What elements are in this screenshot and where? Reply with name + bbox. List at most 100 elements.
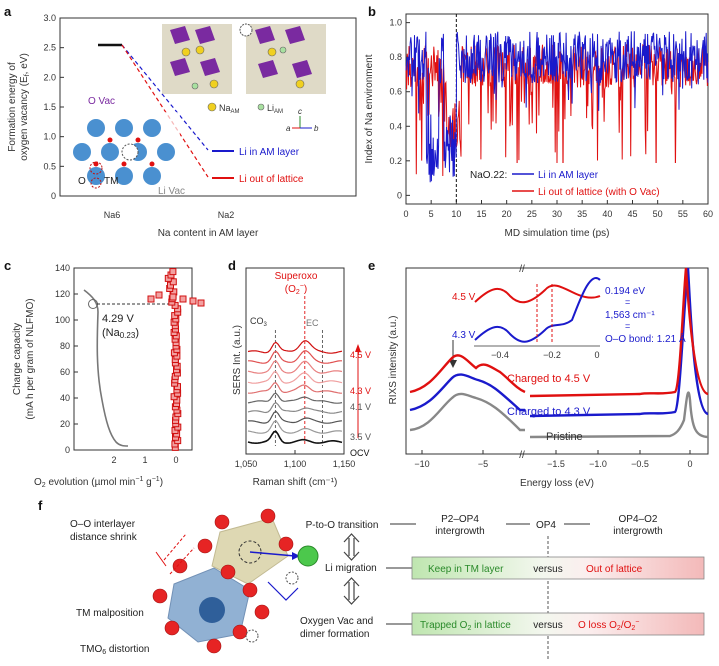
f-flow-op4-o2: OP4–O2 <box>619 514 658 525</box>
panel-a-xtick-na6: Na6 <box>104 210 121 220</box>
panel-b-ytick-label: 1.0 <box>389 18 402 28</box>
panel-a-lattice-illustration <box>72 112 180 190</box>
panel-e-label: e <box>368 258 375 273</box>
panel-e-label-45: Charged to 4.5 V <box>507 373 591 385</box>
panel-e-frame <box>405 267 709 455</box>
panel-a-ytick-label: 3.0 <box>43 13 56 23</box>
panel-b-ytick-label: 0.8 <box>389 52 402 62</box>
panel-e-ylabel: RIXS intensity (a.u.) <box>388 316 399 405</box>
panel-c-annotation-2: (Na0.23) <box>102 327 139 340</box>
axis-a-label: a <box>286 124 291 133</box>
panel-b-xlabel: MD simulation time (ps) <box>504 228 609 239</box>
panel-c-annotation-1: 4.29 V <box>102 313 134 325</box>
panel-e-arrow-head <box>449 360 457 368</box>
f-trapped-o2: Trapped O2 in lattice <box>420 620 511 632</box>
panel-b-label: b <box>368 4 376 19</box>
f-keep-in-tm: Keep in TM layer <box>428 564 504 575</box>
panel-b-series-blue <box>405 31 709 183</box>
f-label-oo-1: O–O interlayer <box>70 519 136 530</box>
f-flow-intergrowth-1: intergrowth <box>435 526 484 537</box>
f-double-arrow-1 <box>343 533 360 561</box>
panel-e-x-ticks: −10 −5 −1.5 −1.0 −0.5 0 <box>414 450 693 469</box>
inset-cm: 1,563 cm⁻¹ <box>605 310 655 321</box>
panel-e-break-bottom: // <box>519 450 525 461</box>
panel-e-pristine-right <box>529 391 709 439</box>
panel-d-xtick-label: 1,100 <box>284 459 307 469</box>
f-li-arrow-head <box>292 552 300 560</box>
inset-label-45: 4.5 V <box>452 292 476 303</box>
panel-b-chart: 0 0.2 0.4 0.6 0.8 1.0 0 5 10 15 20 25 30 35 40 45 50 55 6… <box>364 13 713 239</box>
panel-c-ytick-label: 120 <box>55 289 70 299</box>
panel-b-legend-red: Li out of lattice (with O Vac) <box>538 187 660 198</box>
panel-d-spectrum <box>247 401 343 414</box>
panel-e-43-left <box>409 373 525 412</box>
panel-e-xtick-label: −0.5 <box>631 459 649 469</box>
panel-c-scatter <box>147 268 205 451</box>
f-oxygen-bar <box>411 612 705 636</box>
panel-d-spectrum <box>247 371 343 384</box>
panel-c-frame <box>73 267 193 451</box>
panel-b-ytick-label: 0.6 <box>389 87 402 97</box>
panel-a-xtick-na2: Na2 <box>218 210 235 220</box>
panel-a-li-am-label: LiAM <box>267 103 283 115</box>
f-oxygen-atoms <box>152 508 294 654</box>
inset-ev: 0.194 eV <box>605 286 645 297</box>
f-o-vac-2 <box>245 629 259 643</box>
panel-d-xtick-label: 1,150 <box>333 459 356 469</box>
panel-c-ytick-label: 100 <box>55 315 70 325</box>
panel-a-dashed-red <box>121 44 209 178</box>
panel-a-ytick-label: 1.0 <box>43 132 56 142</box>
panel-d-ocv: OCV <box>350 448 370 458</box>
panel-f-illustration <box>152 508 319 654</box>
f-double-arrow-2 <box>343 577 360 605</box>
f-out-of-lattice: Out of lattice <box>586 564 643 575</box>
panel-a-ytick-label: 0.5 <box>43 161 56 171</box>
inset-xtick-3: 0 <box>594 350 599 360</box>
panel-b-xtick-label: 5 <box>429 209 434 219</box>
panel-c-xlabel: O2 evolution (µmol min−1 g−1) <box>34 476 163 489</box>
panel-b-y-ticks: 0 0.2 0.4 0.6 0.8 1.0 <box>389 18 410 200</box>
f-flow-op4: OP4 <box>536 520 556 531</box>
panel-e-xtick-label: −1.0 <box>589 459 607 469</box>
panel-a-dashed-blue <box>121 44 209 151</box>
inset-45-curve <box>474 284 601 304</box>
inset-xtick-2: −0.2 <box>543 350 561 360</box>
panel-a-na-am-label: NaAM <box>219 103 240 115</box>
f-oxygen-vac-2: dimer formation <box>300 629 369 640</box>
panel-e-xtick-label: −1.5 <box>547 459 565 469</box>
panel-a-ytick-label: 2.0 <box>43 72 56 82</box>
panel-b-ytick-label: 0 <box>397 190 402 200</box>
panel-d-spectrum <box>248 350 342 364</box>
li-am-legend-dot <box>257 103 265 111</box>
inset-bond: O–O bond: 1.21 Å <box>605 332 686 345</box>
panel-a-y-ticks: 0 0.5 1.0 1.5 2.0 2.5 3.0 <box>43 13 64 201</box>
f-flow-intergrowth-2: intergrowth <box>613 526 662 537</box>
panel-d-x-ticks: 1,050 1,100 1,150 <box>235 450 356 469</box>
panel-c-ytick-label: 40 <box>60 393 70 403</box>
panel-c-xtick-0: 0 <box>173 455 178 465</box>
panel-b-legend-bg <box>466 163 698 199</box>
panel-b-xtick-label: 20 <box>502 209 512 219</box>
panel-b-legend-title: NaO.22: <box>470 170 507 181</box>
panel-c-ylabel-2: (mA h per gram of NLFMO) <box>25 298 36 419</box>
panel-b-xtick-label: 50 <box>653 209 663 219</box>
panel-a-o-label: O <box>78 176 86 187</box>
panel-c-ytick-label: 140 <box>55 263 70 273</box>
panel-a-chart: 00.51.01.52.02.53.0 Formation energy of … <box>7 13 357 239</box>
panel-e-pristine-left <box>409 392 525 432</box>
panel-c-ylabel-1: Charge capacity <box>12 323 23 395</box>
panel-e-45-left <box>409 354 526 394</box>
panel-c-point <box>169 293 177 301</box>
panel-d-xlabel: Raman shift (cm⁻¹) <box>253 477 338 488</box>
panel-c-ytick-label: 0 <box>65 445 70 455</box>
panel-d-v45: 4.5 V <box>350 350 371 360</box>
f-shrink-line-1 <box>163 533 187 561</box>
panel-a-ytick-label: 0 <box>51 191 56 201</box>
panel-d-spectrum <box>247 392 343 404</box>
panel-d-arrow-head <box>355 344 361 352</box>
f-flowchart: P-to-O transition P2–OP4 intergrowth OP4… <box>300 514 663 660</box>
panel-d-label: d <box>228 258 236 273</box>
panel-b-xtick-label: 55 <box>678 209 688 219</box>
inset-xtick-1: −0.4 <box>491 350 509 360</box>
inset-eq-2: = <box>625 321 630 331</box>
